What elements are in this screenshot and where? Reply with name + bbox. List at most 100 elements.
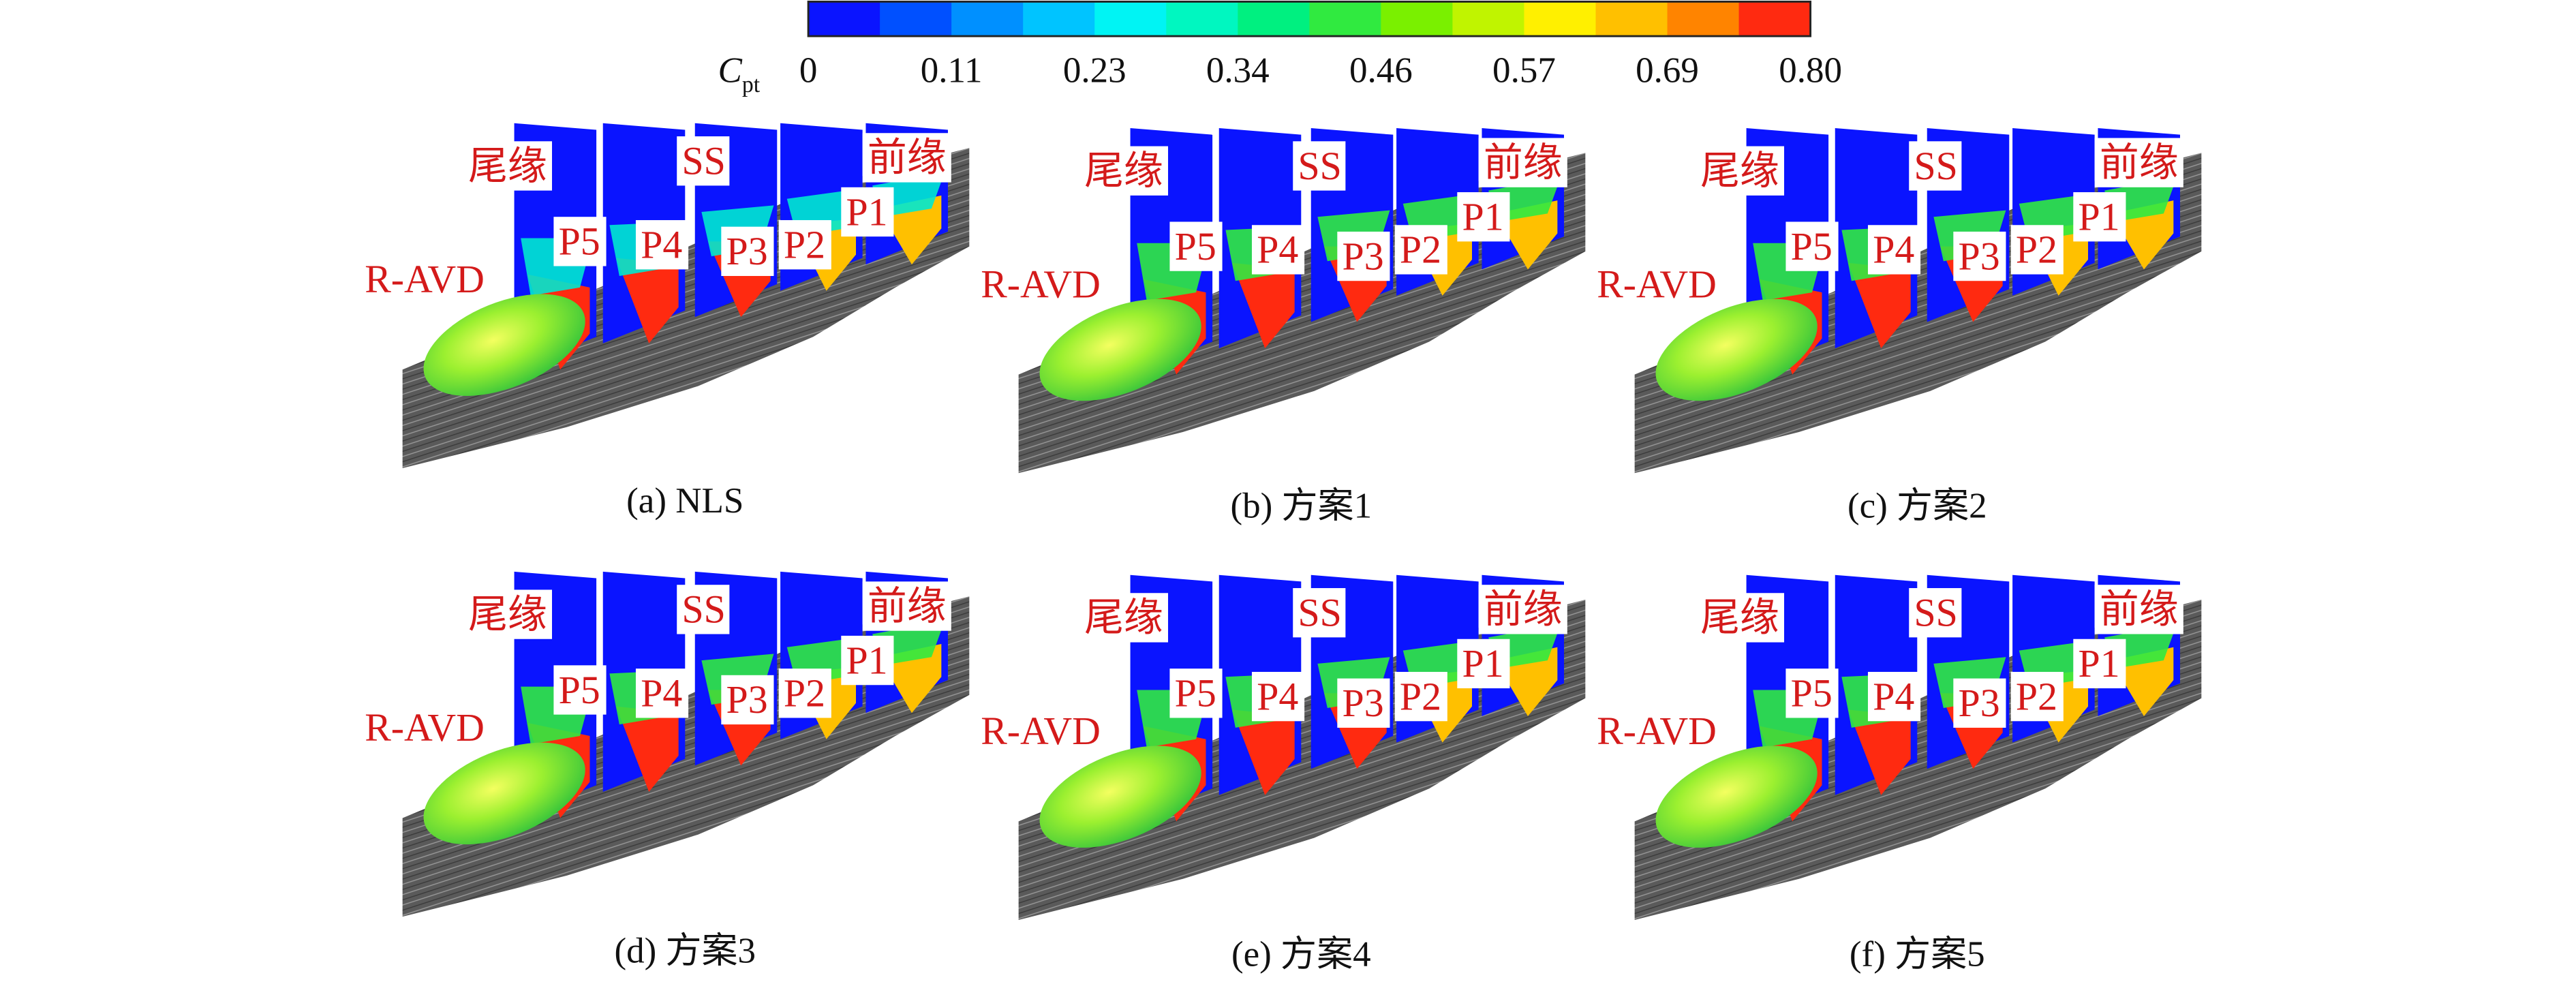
cfd-panel: 尾缘 SS 前缘 P5 P4 P3 P2 P1 R-AVD (c) 方案2 xyxy=(1591,128,2202,525)
label-box xyxy=(1394,225,1447,275)
label-box xyxy=(841,635,894,686)
region-label: P3 xyxy=(726,229,768,273)
label-box xyxy=(2094,138,2183,187)
label-box xyxy=(1867,225,1921,275)
label-box xyxy=(1695,593,1785,643)
region-label: P4 xyxy=(1257,228,1298,272)
region-label: SS xyxy=(681,587,725,632)
label-box xyxy=(1909,141,1962,191)
region-label: R-AVD xyxy=(365,705,485,750)
panel-caption: (c) 方案2 xyxy=(1847,486,1987,525)
region-label: P1 xyxy=(1462,194,1504,239)
region-label: R-AVD xyxy=(1597,709,1717,753)
region-label: P5 xyxy=(1791,671,1833,716)
label-box xyxy=(778,220,831,270)
vortex-generator xyxy=(423,742,585,845)
region-label: R-AVD xyxy=(981,262,1101,306)
region-label: SS xyxy=(1914,144,1957,188)
colorbar-band xyxy=(1023,1,1095,37)
cfd-panel: 尾缘 SS 前缘 P5 P4 P3 P2 P1 R-AVD (e) 方案4 xyxy=(975,574,1586,974)
colorbar-tick-label: 0.34 xyxy=(1206,51,1270,91)
region-label: P4 xyxy=(1873,228,1914,272)
label-box xyxy=(359,703,477,753)
label-box xyxy=(2010,671,2064,722)
region-label: P3 xyxy=(1343,681,1384,725)
region-label: P2 xyxy=(784,222,825,266)
region-label: P3 xyxy=(1959,234,2000,278)
region-label: P4 xyxy=(641,222,682,266)
label-box xyxy=(1337,678,1390,728)
label-box xyxy=(2094,585,2183,634)
label-box xyxy=(778,668,831,718)
loss-core xyxy=(616,258,679,343)
label-box xyxy=(2073,639,2126,689)
panel-caption: (e) 方案4 xyxy=(1231,934,1371,974)
label-box xyxy=(1867,671,1921,722)
region-label: 前缘 xyxy=(868,136,947,180)
colorbar-tick-label: 0.69 xyxy=(1636,51,1699,91)
label-box xyxy=(1251,671,1305,722)
region-label: P3 xyxy=(1343,234,1384,278)
label-box xyxy=(1169,221,1223,271)
label-box xyxy=(677,136,730,186)
label-box xyxy=(553,217,607,266)
colorbar-band xyxy=(1094,1,1167,37)
region-label: P3 xyxy=(1959,681,2000,725)
label-box xyxy=(1169,668,1223,718)
region-label: P5 xyxy=(1175,224,1216,268)
region-label: P1 xyxy=(846,638,888,682)
colorbar-band xyxy=(951,1,1024,37)
region-label: 尾缘 xyxy=(468,144,547,188)
cfd-panel: 尾缘 SS 前缘 P5 P4 P3 P2 P1 R-AVD (a) NLS xyxy=(359,123,970,521)
label-box xyxy=(862,133,951,183)
region-label: 前缘 xyxy=(2100,140,2179,185)
colorbar-label-subscript: pt xyxy=(742,72,761,97)
region-label: P1 xyxy=(1462,641,1504,686)
label-box xyxy=(2073,192,2126,242)
label-box xyxy=(1909,588,1962,638)
region-label: P5 xyxy=(559,219,600,264)
vortex-generator xyxy=(1655,298,1818,401)
loss-core xyxy=(1232,709,1295,795)
label-box xyxy=(721,226,774,276)
colorbar-band xyxy=(1452,1,1525,37)
label-box xyxy=(463,141,553,191)
colorbar-tick-label: 0 xyxy=(799,51,818,91)
region-label: P1 xyxy=(846,189,888,234)
colorbar-band xyxy=(1524,1,1597,37)
colorbar-band xyxy=(880,1,952,37)
colorbar-tick-label: 0.57 xyxy=(1492,51,1556,91)
loss-core xyxy=(616,706,679,792)
label-box xyxy=(1785,221,1839,271)
colorbar-band xyxy=(1166,1,1239,37)
loss-core xyxy=(1848,262,1911,349)
label-box xyxy=(841,187,894,237)
vortex-generator xyxy=(1039,745,1201,848)
colorbar-band xyxy=(808,1,880,37)
label-box xyxy=(975,706,1093,756)
cfd-panel: 尾缘 SS 前缘 P5 P4 P3 P2 P1 R-AVD (b) 方案1 xyxy=(975,128,1586,525)
label-box xyxy=(862,581,951,631)
region-label: R-AVD xyxy=(365,257,485,301)
region-label: 尾缘 xyxy=(1084,596,1163,640)
label-box xyxy=(1695,146,1785,196)
label-box xyxy=(463,589,553,639)
region-label: P1 xyxy=(2079,641,2120,686)
label-box xyxy=(1953,231,2006,281)
region-label: 尾缘 xyxy=(1700,596,1779,640)
panel-caption: (a) NLS xyxy=(626,481,743,521)
region-label: 前缘 xyxy=(868,584,947,628)
region-label: P5 xyxy=(559,668,600,712)
vortex-generator xyxy=(1039,298,1201,401)
label-box xyxy=(359,254,477,304)
region-label: 前缘 xyxy=(1484,140,1563,185)
region-label: R-AVD xyxy=(1597,262,1717,306)
colorbar-tick-label: 0.46 xyxy=(1349,51,1413,91)
cfd-panel: 尾缘 SS 前缘 P5 P4 P3 P2 P1 R-AVD (d) 方案3 xyxy=(359,571,970,971)
colorbar-tick-label: 0.23 xyxy=(1063,51,1126,91)
region-label: 前缘 xyxy=(1484,587,1563,632)
colorbar-tick-label: 0.11 xyxy=(921,51,983,91)
label-box xyxy=(1591,259,1709,309)
label-box xyxy=(1394,671,1447,722)
